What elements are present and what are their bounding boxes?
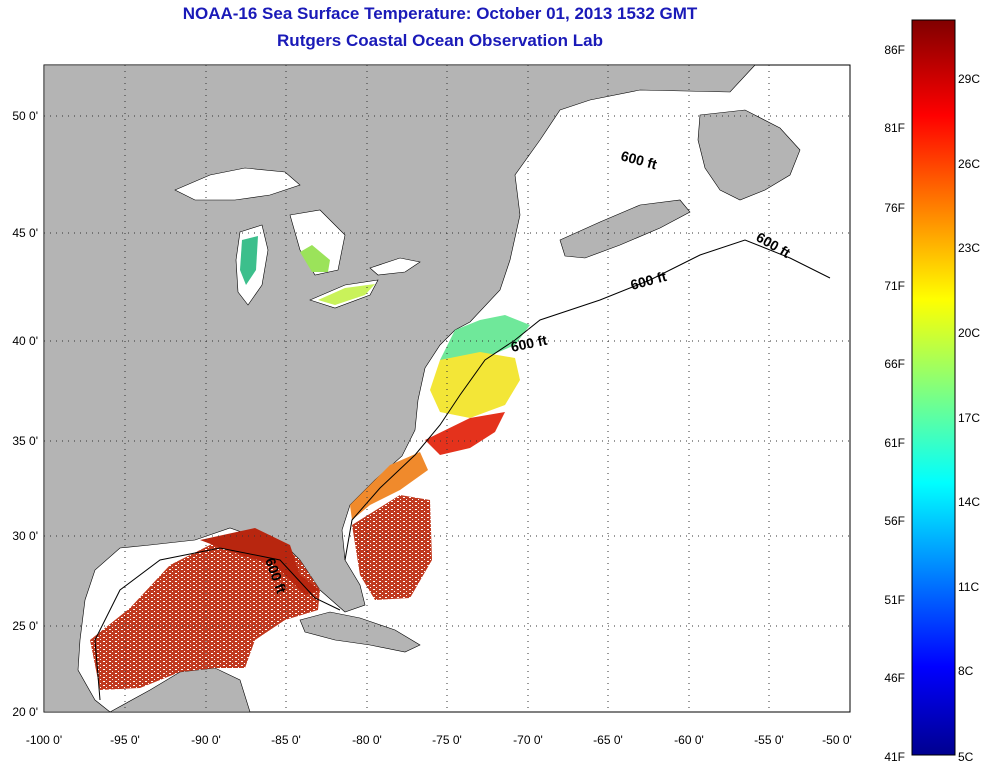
- north-america-land: [43, 64, 756, 713]
- florida-atlantic-sst: [352, 495, 432, 600]
- longitude-axis: -100 0' -95 0' -90 0' -85 0' -80 0' -75 …: [26, 733, 852, 747]
- lon-tick-label: -70 0': [513, 733, 543, 747]
- lon-tick-label: -50 0': [822, 733, 852, 747]
- map-subtitle: Rutgers Coastal Ocean Observation Lab: [277, 31, 603, 50]
- lake-huron-sst: [300, 245, 330, 272]
- lon-tick-label: -65 0': [593, 733, 623, 747]
- temperature-colorbar: 86F 81F 76F 71F 66F 61F 56F 51F 46F 41F …: [884, 19, 980, 764]
- lake-michigan-sst: [240, 236, 258, 285]
- lon-tick-label: -75 0': [432, 733, 462, 747]
- latitude-axis: 20 0' 25 0' 30 0' 35 0' 40 0' 45 0' 50 0…: [12, 109, 38, 719]
- gulf-stream-sst: [425, 412, 505, 455]
- lon-tick-label: -90 0': [191, 733, 221, 747]
- colorbar-f-label: 46F: [884, 671, 905, 685]
- mid-atlantic-sst-yellow: [430, 352, 520, 418]
- lake-ontario: [369, 257, 421, 276]
- lake-huron: [289, 209, 346, 276]
- colorbar-f-label: 76F: [884, 201, 905, 215]
- nova-scotia-land: [559, 199, 691, 259]
- map-title: NOAA-16 Sea Surface Temperature: October…: [182, 4, 698, 23]
- lat-tick-label: 30 0': [12, 529, 38, 543]
- lat-tick-label: 20 0': [12, 705, 38, 719]
- lon-tick-label: -80 0': [352, 733, 382, 747]
- colorbar-f-label: 71F: [884, 279, 905, 293]
- lat-tick-label: 40 0': [12, 334, 38, 348]
- lon-tick-label: -60 0': [674, 733, 704, 747]
- colorbar-c-label: 29C: [958, 72, 980, 86]
- colorbar-c-label: 14C: [958, 495, 980, 509]
- map-panel: [43, 64, 851, 713]
- gulf-north-sst: [200, 528, 320, 595]
- colorbar-f-label: 66F: [884, 357, 905, 371]
- colorbar-f-label: 81F: [884, 121, 905, 135]
- lat-tick-label: 25 0': [12, 619, 38, 633]
- colorbar-c-label: 5C: [958, 750, 974, 764]
- cuba-land: [299, 611, 421, 653]
- gulf-of-mexico-sst: [90, 535, 320, 690]
- colorbar-f-label: 51F: [884, 593, 905, 607]
- lat-tick-label: 50 0': [12, 109, 38, 123]
- lat-tick-label: 45 0': [12, 226, 38, 240]
- contour-label: 600 ft: [509, 332, 548, 355]
- colorbar-c-label: 23C: [958, 241, 980, 255]
- colorbar-c-label: 17C: [958, 411, 980, 425]
- colorbar-f-label: 86F: [884, 43, 905, 57]
- map-grid: [44, 65, 850, 712]
- colorbar-f-label: 61F: [884, 436, 905, 450]
- lon-tick-label: -95 0': [110, 733, 140, 747]
- lat-tick-label: 35 0': [12, 434, 38, 448]
- colorbar-f-label: 41F: [884, 750, 905, 764]
- lon-tick-label: -85 0': [271, 733, 301, 747]
- lake-erie-sst: [318, 284, 375, 305]
- colorbar-c-label: 11C: [958, 580, 979, 594]
- colorbar-c-label: 20C: [958, 326, 980, 340]
- colorbar-f-label: 56F: [884, 514, 905, 528]
- lon-tick-label: -100 0': [26, 733, 62, 747]
- 600ft-contour-line: [94, 239, 831, 701]
- carolina-sst: [350, 452, 428, 520]
- lon-tick-label: -55 0': [754, 733, 784, 747]
- colorbar-gradient: [911, 19, 956, 756]
- newfoundland-land: [697, 109, 801, 201]
- colorbar-c-label: 26C: [958, 157, 980, 171]
- colorbar-c-label: 8C: [958, 664, 974, 678]
